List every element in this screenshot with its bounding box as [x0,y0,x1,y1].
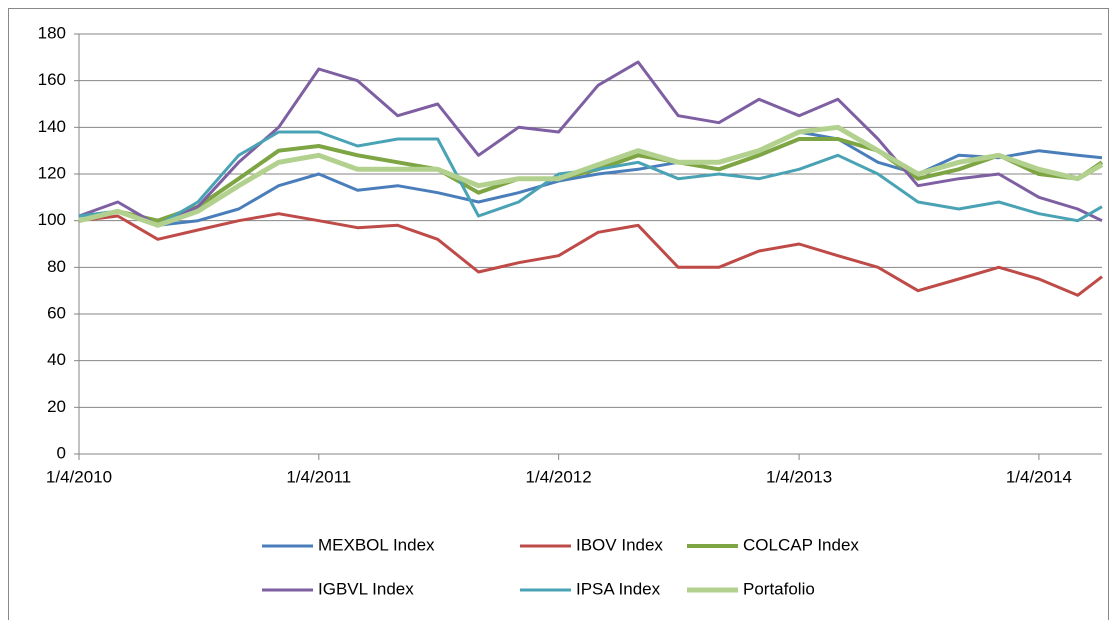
legend-label: IGBVL Index [318,579,414,598]
chart-frame [8,8,1109,625]
legend-label: MEXBOL Index [318,535,435,554]
series-line [78,212,1103,297]
series-line [78,130,1103,227]
y-tick-label: 160 [38,70,66,89]
y-tick-label: 0 [57,443,66,462]
y-tick-label: 80 [47,257,66,276]
series-line [78,130,1103,227]
y-tick-label: 180 [38,23,66,42]
legend-label: IPSA Index [576,579,661,598]
x-tick-label: 1/4/2010 [46,467,112,486]
x-tick-label: 1/4/2011 [286,467,351,486]
legend-label: Portafolio [743,579,815,598]
series-line [78,124,1104,228]
y-tick-label: 140 [38,117,66,136]
x-tick-label: 1/4/2012 [526,467,592,486]
legend-label: COLCAP Index [743,535,859,554]
x-tick-label: 1/4/2014 [1006,467,1072,486]
y-tick-label: 20 [47,397,66,416]
y-tick-label: 40 [47,350,66,369]
x-tick-label: 1/4/2013 [766,467,832,486]
y-tick-label: 60 [47,303,66,322]
legend-label: IBOV Index [576,535,663,554]
y-tick-label: 100 [38,210,66,229]
y-tick-label: 120 [38,163,66,182]
series-line [78,60,1103,227]
